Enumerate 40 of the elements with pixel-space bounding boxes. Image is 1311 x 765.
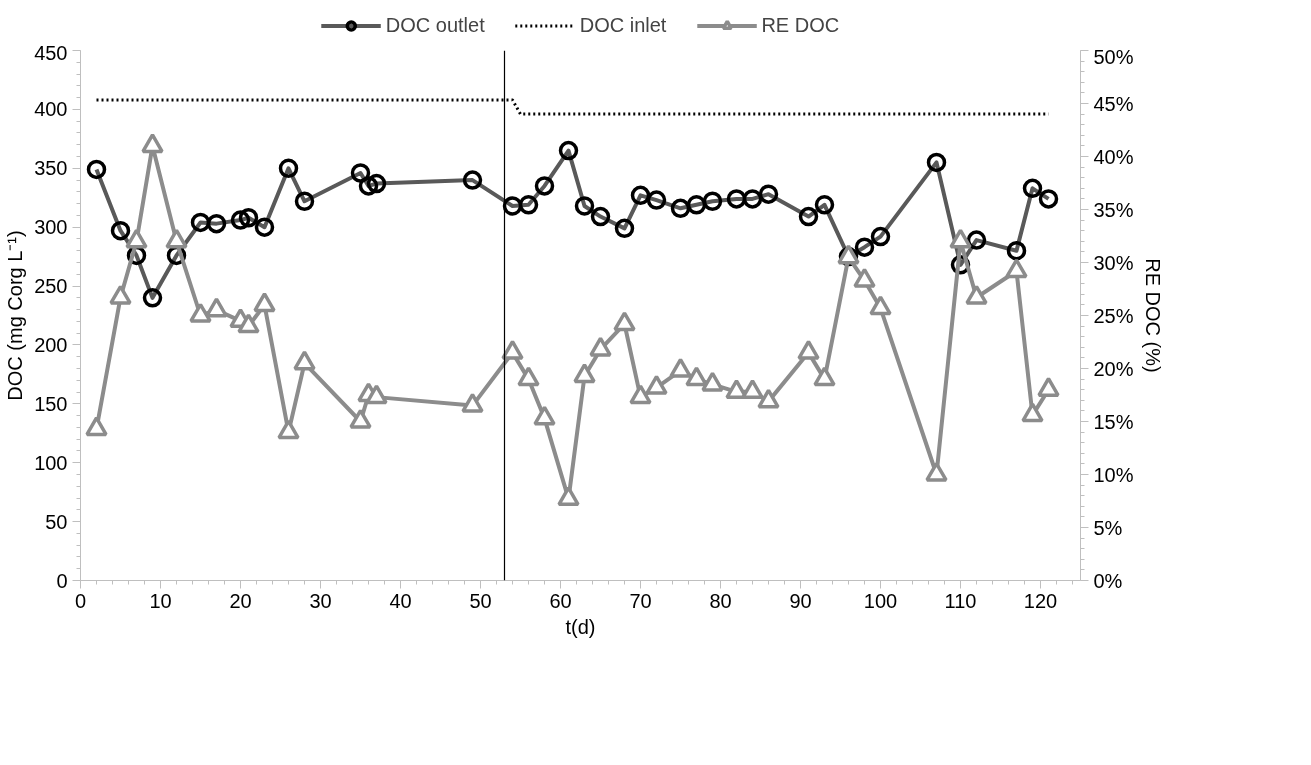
x-tick-label: 100 bbox=[863, 589, 898, 612]
y-tick-label: 50 bbox=[45, 510, 68, 533]
y2-tick-label: 20% bbox=[1093, 357, 1134, 380]
x-tick-label: 90 bbox=[789, 589, 812, 612]
y-tick-label: 200 bbox=[34, 333, 68, 356]
legend-label: RE DOC bbox=[761, 13, 840, 37]
x-tick-label: 20 bbox=[229, 589, 252, 612]
x-tick-label: 50 bbox=[469, 589, 492, 612]
y2-tick-label: 50% bbox=[1093, 45, 1134, 68]
y2-tick-label: 0% bbox=[1093, 569, 1123, 592]
y-tick-label: 450 bbox=[34, 41, 68, 64]
y2-tick-label: 35% bbox=[1093, 198, 1134, 221]
y2-tick-label: 15% bbox=[1093, 410, 1134, 433]
y-tick-label: 250 bbox=[34, 275, 68, 298]
x-tick-label: 60 bbox=[549, 589, 572, 612]
y-tick-label: 100 bbox=[34, 451, 68, 474]
x-tick-label: 120 bbox=[1023, 589, 1058, 612]
y2-tick-label: 30% bbox=[1093, 251, 1134, 274]
y2-tick-label: 10% bbox=[1093, 463, 1134, 486]
y2-tick-label: 5% bbox=[1093, 516, 1123, 539]
x-tick-label: 30 bbox=[309, 589, 332, 612]
legend-label: DOC inlet bbox=[579, 13, 667, 37]
y-tick-label: 350 bbox=[34, 157, 68, 180]
y-tick-label: 150 bbox=[34, 392, 68, 415]
x-tick-label: 110 bbox=[944, 589, 977, 612]
y2-tick-label: 25% bbox=[1093, 304, 1134, 327]
y2-tick-label: 40% bbox=[1093, 145, 1134, 168]
y-tick-label: 0 bbox=[56, 569, 68, 592]
x-tick-label: 0 bbox=[74, 589, 87, 612]
y2-axis-title: RE DOC (%) bbox=[1141, 258, 1164, 373]
y-axis-title: DOC (mg Corg L⁻¹) bbox=[4, 230, 27, 401]
x-tick-label: 10 bbox=[149, 589, 172, 612]
y2-tick-label: 45% bbox=[1093, 92, 1134, 115]
x-tick-label: 70 bbox=[629, 589, 652, 612]
y-tick-label: 400 bbox=[34, 98, 68, 121]
y-tick-label: 300 bbox=[34, 216, 68, 239]
x-tick-label: 80 bbox=[709, 589, 732, 612]
legend-label: DOC outlet bbox=[385, 13, 485, 37]
x-tick-label: 40 bbox=[389, 589, 412, 612]
x-axis-title: t(d) bbox=[565, 615, 596, 638]
